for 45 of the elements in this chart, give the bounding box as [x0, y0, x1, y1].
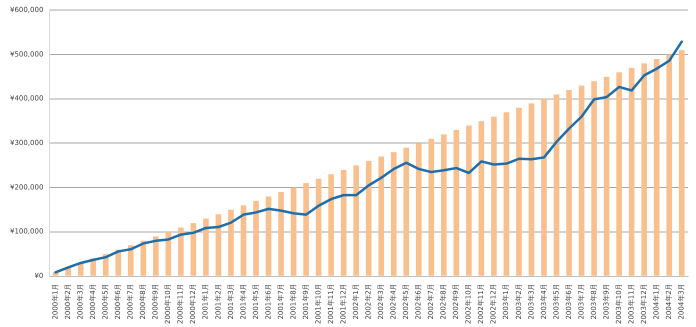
- bar: [566, 90, 572, 276]
- bar: [278, 192, 284, 276]
- bar: [678, 50, 685, 276]
- bar: [128, 245, 134, 276]
- bar: [416, 143, 422, 276]
- bar: [203, 218, 209, 276]
- bar: [666, 54, 672, 276]
- bar: [340, 170, 346, 276]
- bar: [166, 232, 172, 276]
- bar: [491, 116, 497, 276]
- bar: [441, 134, 447, 276]
- bar: [541, 98, 547, 276]
- bar: [478, 121, 484, 276]
- bar: [428, 138, 434, 276]
- bar: [504, 112, 510, 276]
- bar: [578, 86, 584, 276]
- bar: [641, 63, 647, 276]
- bar: [316, 178, 322, 276]
- bar: [366, 160, 372, 276]
- bar: [303, 183, 309, 276]
- bar: [454, 130, 460, 276]
- bar: [240, 205, 246, 276]
- bar: [353, 165, 359, 276]
- bar: [528, 103, 534, 276]
- bar: [654, 58, 660, 276]
- bar: [403, 148, 410, 276]
- bar: [290, 188, 296, 276]
- bar: [253, 200, 259, 276]
- bar: [328, 174, 334, 276]
- bar: [628, 68, 634, 276]
- bar: [190, 223, 196, 276]
- bar: [390, 152, 397, 276]
- bar: [228, 210, 234, 276]
- bar: [266, 196, 272, 276]
- bar: [616, 72, 622, 276]
- bar: [604, 76, 610, 276]
- bar: [153, 236, 159, 276]
- bar: [178, 228, 184, 276]
- bar: [378, 156, 384, 276]
- bar: [554, 94, 560, 276]
- bar: [466, 126, 472, 276]
- bar: [140, 240, 146, 276]
- bar: [591, 81, 597, 276]
- bar: [516, 108, 522, 276]
- bar: [216, 214, 222, 276]
